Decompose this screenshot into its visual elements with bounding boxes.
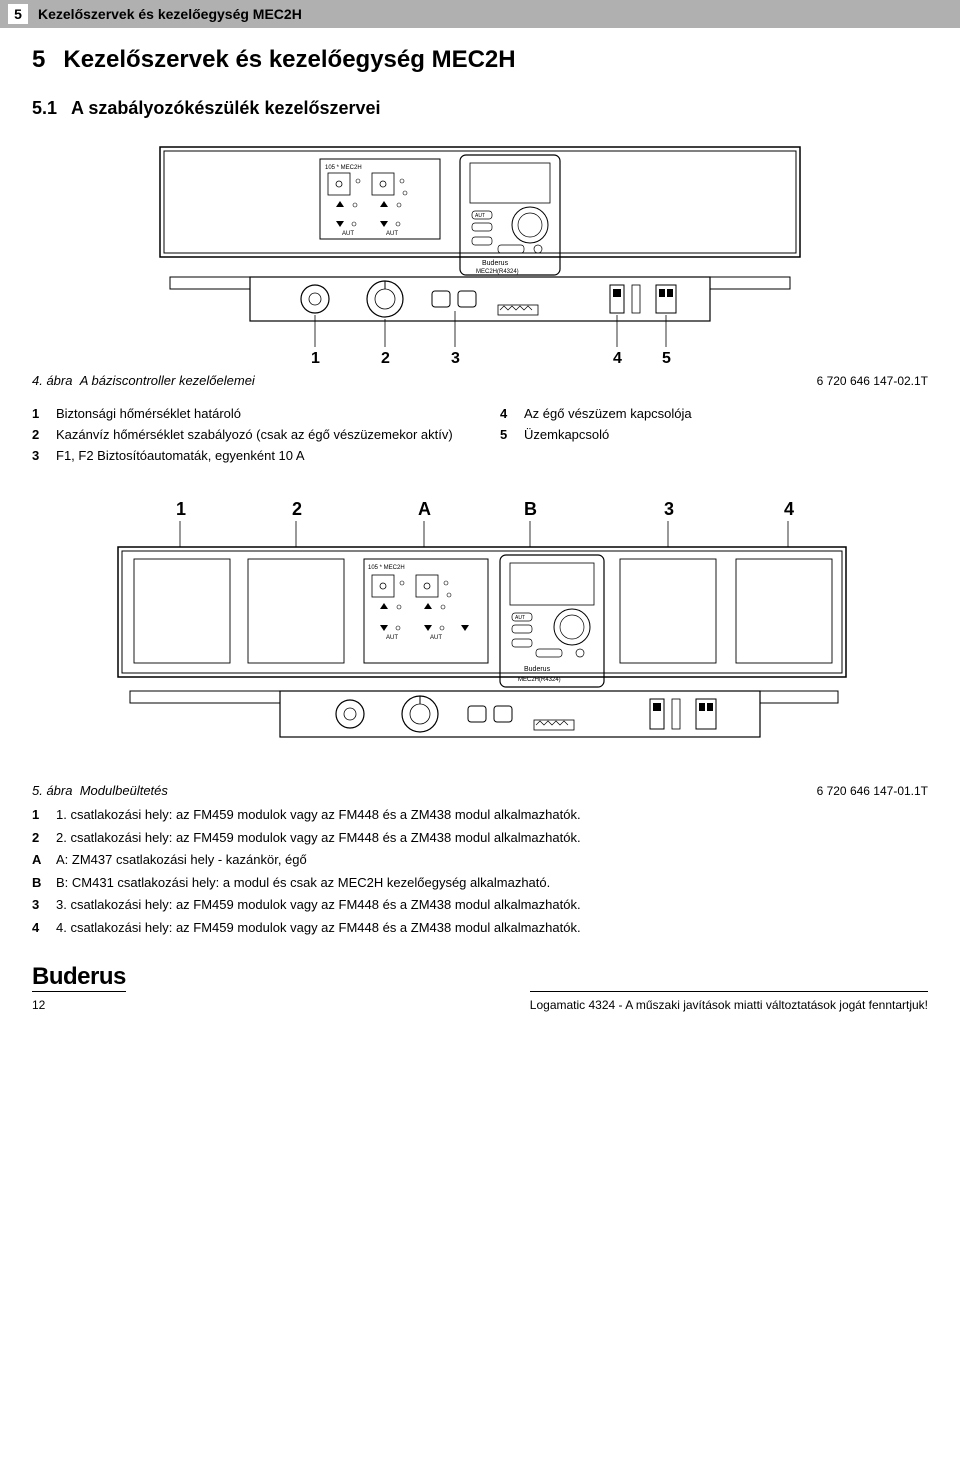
svg-text:4: 4 [784, 499, 794, 519]
heading-1: 5 Kezelőszervek és kezelőegység MEC2H [32, 46, 928, 74]
svg-text:4: 4 [613, 350, 622, 367]
legend-item: 5Üzemkapcsoló [500, 427, 928, 442]
figure-2: 1 2 A B 3 4 105 * MEC2H [32, 497, 928, 798]
svg-text:A: A [418, 499, 431, 519]
svg-text:Buderus: Buderus [524, 666, 551, 673]
legend-item: AA: ZM437 csatlakozási hely - kazánkör, … [32, 851, 928, 869]
svg-text:AUT: AUT [386, 231, 398, 237]
legend-item: 44. csatlakozási hely: az FM459 modulok … [32, 919, 928, 937]
heading-2: 5.1 A szabályozókészülék kezelőszervei [32, 98, 928, 119]
header-chapter-number: 5 [8, 4, 28, 24]
svg-text:1: 1 [311, 350, 320, 367]
legend-1-left: 1Biztonsági hőmérséklet határoló 2Kazánv… [32, 406, 460, 469]
svg-text:1: 1 [176, 499, 186, 519]
figure-1-caption: 4. ábra A báziscontroller kezelőelemei [32, 373, 255, 388]
h1-text: Kezelőszervek és kezelőegység MEC2H [63, 46, 515, 73]
page-header: 5 Kezelőszervek és kezelőegység MEC2H [0, 0, 960, 28]
figure-2-code: 6 720 646 147-01.1T [817, 784, 928, 798]
svg-text:105 * MEC2H: 105 * MEC2H [325, 165, 362, 171]
figure-1-caption-row: 4. ábra A báziscontroller kezelőelemei 6… [32, 373, 928, 388]
figure-1: 105 * MEC2H AUT AUT AUT [32, 137, 928, 388]
footer-rule [530, 991, 928, 992]
footer-rule [32, 991, 126, 992]
footer-logo: Buderus [32, 963, 126, 991]
page-footer: Buderus 12 Logamatic 4324 - A műszaki ja… [0, 951, 960, 1028]
svg-text:B: B [524, 499, 537, 519]
legend-item: 4Az égő vészüzem kapcsolója [500, 406, 928, 421]
legend-item: 11. csatlakozási hely: az FM459 modulok … [32, 806, 928, 824]
svg-text:3: 3 [451, 350, 460, 367]
svg-text:Buderus: Buderus [482, 260, 509, 267]
figure-2-caption-row: 5. ábra Modulbeültetés 6 720 646 147-01.… [32, 783, 928, 798]
header-title: Kezelőszervek és kezelőegység MEC2H [38, 6, 302, 22]
h2-text: A szabályozókészülék kezelőszervei [71, 98, 381, 118]
legend-2: 11. csatlakozási hely: az FM459 modulok … [32, 806, 928, 936]
svg-text:MEC2H(R4324): MEC2H(R4324) [518, 677, 561, 683]
footer-right: Logamatic 4324 - A műszaki javítások mia… [530, 977, 928, 1012]
svg-text:AUT: AUT [475, 213, 485, 219]
footer-page-number: 12 [32, 998, 45, 1012]
footer-left: Buderus 12 [32, 963, 126, 1012]
page-content: 5 Kezelőszervek és kezelőegység MEC2H 5.1… [0, 28, 960, 951]
legend-item: 3F1, F2 Biztosítóautomaták, egyenként 10… [32, 448, 460, 463]
figure-1-code: 6 720 646 147-02.1T [817, 374, 928, 388]
svg-text:3: 3 [664, 499, 674, 519]
figure-2-svg: 1 2 A B 3 4 105 * MEC2H [100, 497, 860, 777]
figure-1-svg: 105 * MEC2H AUT AUT AUT [120, 137, 840, 367]
svg-text:AUT: AUT [515, 615, 525, 621]
h2-number: 5.1 [32, 98, 57, 118]
svg-text:AUT: AUT [386, 635, 398, 641]
svg-text:AUT: AUT [342, 231, 354, 237]
legend-item: 2Kazánvíz hőmérséklet szabályozó (csak a… [32, 427, 460, 442]
footer-copyright: Logamatic 4324 - A műszaki javítások mia… [530, 998, 928, 1012]
svg-text:2: 2 [292, 499, 302, 519]
svg-text:105 * MEC2H: 105 * MEC2H [368, 565, 405, 571]
legend-item: 1Biztonsági hőmérséklet határoló [32, 406, 460, 421]
legend-item: BB: CM431 csatlakozási hely: a modul és … [32, 874, 928, 892]
legend-1: 1Biztonsági hőmérséklet határoló 2Kazánv… [32, 406, 928, 469]
legend-1-right: 4Az égő vészüzem kapcsolója 5Üzemkapcsol… [500, 406, 928, 469]
svg-text:MEC2H(R4324): MEC2H(R4324) [476, 269, 519, 275]
legend-item: 22. csatlakozási hely: az FM459 modulok … [32, 829, 928, 847]
svg-text:5: 5 [662, 350, 671, 367]
h1-number: 5 [32, 46, 45, 73]
svg-text:2: 2 [381, 350, 390, 367]
svg-text:AUT: AUT [430, 635, 442, 641]
figure-2-caption: 5. ábra Modulbeültetés [32, 783, 168, 798]
legend-item: 33. csatlakozási hely: az FM459 modulok … [32, 896, 928, 914]
